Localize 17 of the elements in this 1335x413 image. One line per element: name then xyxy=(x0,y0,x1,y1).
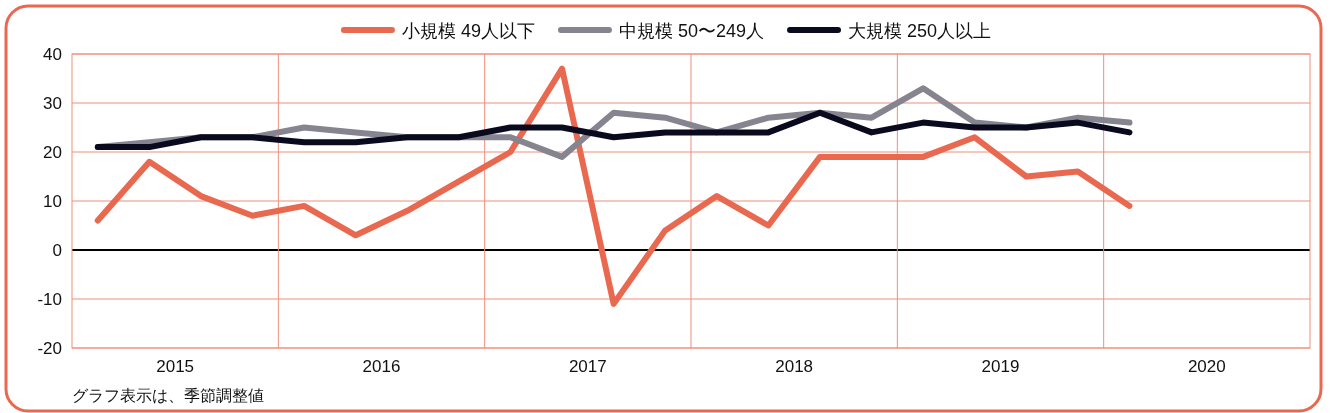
y-tick-label: 30 xyxy=(43,94,62,113)
y-tick-label: 40 xyxy=(43,45,62,64)
legend-label: 大規模 250人以上 xyxy=(848,21,992,41)
y-tick-label: 10 xyxy=(43,192,62,211)
y-tick-label: -10 xyxy=(37,290,62,309)
x-tick-label: 2018 xyxy=(775,357,814,376)
y-tick-label: 20 xyxy=(43,143,62,162)
x-tick-label: 2017 xyxy=(568,357,607,376)
legend-label: 小規模 49人以下 xyxy=(401,21,535,41)
x-tick-label: 2020 xyxy=(1187,357,1226,376)
x-tick-label: 2019 xyxy=(981,357,1020,376)
text: グラフ表示は、季節調整値 xyxy=(72,387,264,404)
y-tick-label: -20 xyxy=(37,339,62,358)
y-tick-label: 0 xyxy=(52,241,62,260)
legend-label: 中規模 50〜249人 xyxy=(618,21,765,41)
x-tick-label: 2015 xyxy=(156,357,195,376)
x-tick-label: 2016 xyxy=(362,357,401,376)
